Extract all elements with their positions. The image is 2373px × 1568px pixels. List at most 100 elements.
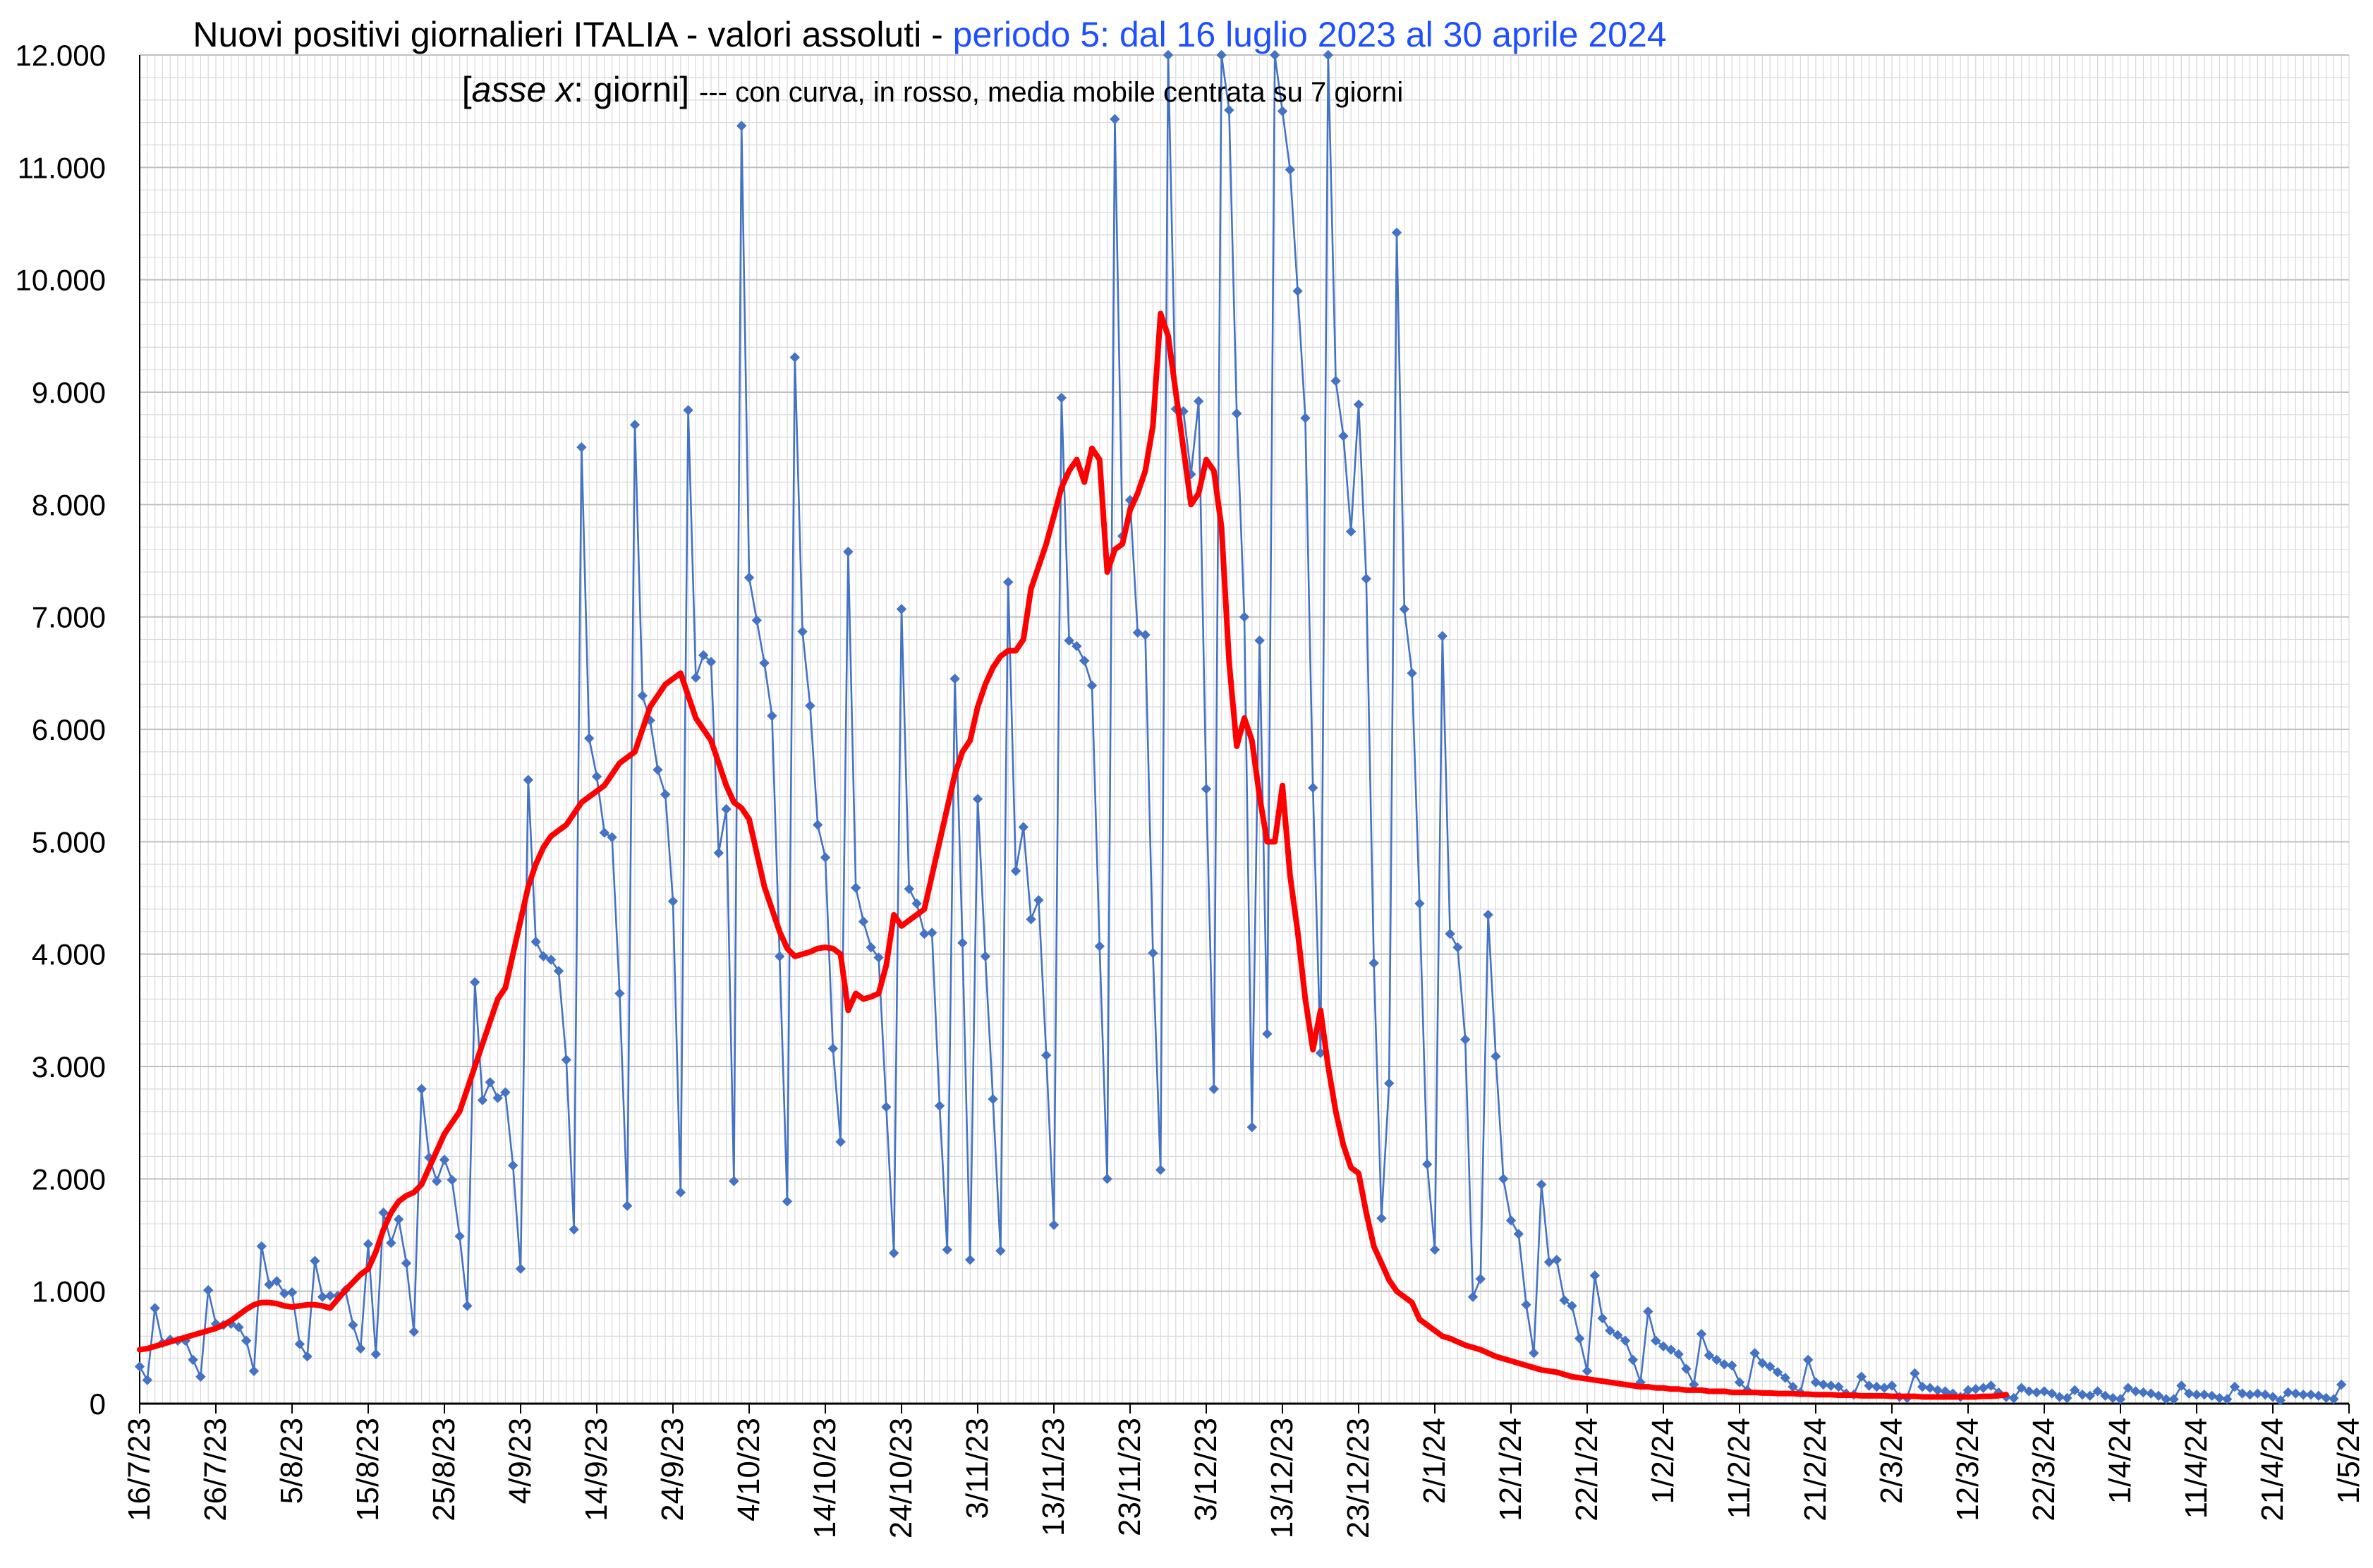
- y-tick-label: 3.000: [32, 1050, 106, 1083]
- x-tick-label: 2/3/24: [1874, 1418, 1909, 1504]
- daily-point: [637, 690, 648, 701]
- daily-point: [957, 937, 968, 948]
- daily-point: [1467, 1292, 1479, 1302]
- daily-point: [2313, 1390, 2324, 1402]
- daily-point: [1864, 1380, 1874, 1391]
- daily-point: [2207, 1390, 2217, 1402]
- daily-point: [1132, 627, 1143, 638]
- daily-point: [1986, 1380, 1996, 1391]
- daily-point: [744, 572, 755, 583]
- y-tick-label: 7.000: [32, 601, 106, 634]
- daily-point: [2229, 1381, 2240, 1392]
- daily-point: [1033, 894, 1044, 906]
- moving-average-series: [137, 310, 2009, 1400]
- x-tick-label: 14/9/23: [579, 1418, 614, 1521]
- x-tick-label: 21/4/24: [2255, 1418, 2290, 1521]
- daily-point: [705, 657, 717, 667]
- daily-point: [736, 121, 747, 131]
- daily-point: [1719, 1359, 1730, 1370]
- daily-point: [1582, 1366, 1593, 1377]
- daily-point: [1749, 1348, 1760, 1359]
- daily-series: [134, 49, 2347, 1406]
- daily-point: [2046, 1388, 2058, 1399]
- daily-point: [188, 1354, 198, 1366]
- daily-point: [485, 1077, 496, 1088]
- daily-point: [1292, 286, 1303, 296]
- daily-point: [2290, 1388, 2301, 1399]
- x-tick-label: 23/11/23: [1112, 1418, 1147, 1536]
- daily-point: [691, 672, 701, 683]
- daily-point: [1383, 1078, 1395, 1089]
- daily-point: [713, 848, 724, 858]
- x-tick-label: 22/3/24: [2027, 1418, 2061, 1521]
- daily-point: [2123, 1382, 2134, 1393]
- daily-point: [1696, 1329, 1707, 1339]
- daily-point: [759, 657, 770, 669]
- daily-point: [926, 928, 937, 938]
- daily-point: [2145, 1388, 2156, 1399]
- daily-point: [264, 1279, 274, 1290]
- daily-point: [1163, 49, 1174, 61]
- daily-point: [1917, 1381, 1928, 1392]
- daily-point: [1086, 680, 1098, 691]
- x-tick-label: 15/8/23: [351, 1418, 385, 1521]
- daily-point: [858, 916, 869, 927]
- y-tick-label: 4.000: [32, 938, 106, 971]
- daily-point: [767, 710, 777, 722]
- x-tick-label: 12/3/24: [1950, 1418, 1985, 1521]
- daily-point: [675, 1187, 686, 1198]
- daily-point: [934, 1100, 945, 1111]
- grid: [139, 54, 2350, 1404]
- daily-point: [1026, 914, 1036, 925]
- daily-point: [1810, 1377, 1821, 1387]
- daily-point: [1414, 898, 1425, 909]
- daily-point: [789, 352, 801, 363]
- daily-point: [1879, 1382, 1890, 1393]
- daily-point: [964, 1254, 976, 1265]
- daily-point: [1627, 1354, 1639, 1366]
- daily-point: [2107, 1392, 2118, 1404]
- daily-point: [904, 884, 915, 894]
- daily-point: [2305, 1390, 2317, 1400]
- daily-point: [310, 1256, 320, 1266]
- daily-point: [660, 789, 671, 800]
- daily-point: [797, 626, 808, 637]
- daily-point: [2237, 1388, 2248, 1399]
- x-tick-label: 4/9/23: [503, 1418, 538, 1504]
- daily-point: [469, 977, 480, 987]
- daily-point: [2329, 1394, 2339, 1404]
- daily-point: [1856, 1371, 1867, 1382]
- daily-point: [1704, 1350, 1715, 1361]
- daily-point: [2275, 1395, 2286, 1406]
- daily-point: [1079, 655, 1090, 667]
- title-line-1: Nuovi positivi giornalieri ITALIA - valo…: [193, 15, 1666, 54]
- daily-point: [1148, 947, 1158, 959]
- daily-point: [942, 1244, 953, 1255]
- daily-point: [1140, 629, 1151, 640]
- x-tick-label: 23/12/23: [1341, 1418, 1376, 1538]
- y-tick-label: 12.000: [16, 39, 106, 72]
- daily-point: [348, 1320, 358, 1330]
- daily-point: [447, 1174, 458, 1186]
- y-tick-label: 5.000: [32, 825, 106, 858]
- daily-point: [1612, 1330, 1623, 1341]
- daily-point: [896, 604, 907, 614]
- daily-point: [1551, 1254, 1562, 1265]
- daily-point: [1711, 1354, 1722, 1366]
- daily-point: [1094, 941, 1105, 952]
- daily-point: [881, 1102, 892, 1112]
- daily-point: [621, 1201, 633, 1211]
- daily-point: [507, 1160, 518, 1171]
- daily-point: [1437, 631, 1448, 641]
- daily-point: [202, 1284, 214, 1296]
- daily-point: [583, 733, 595, 743]
- daily-point: [1269, 49, 1280, 61]
- daily-point: [1543, 1257, 1555, 1268]
- daily-point: [1757, 1358, 1768, 1368]
- daily-point: [286, 1287, 298, 1298]
- daily-point: [1285, 164, 1296, 175]
- y-tick-label: 8.000: [32, 488, 106, 521]
- daily-point: [835, 1136, 846, 1147]
